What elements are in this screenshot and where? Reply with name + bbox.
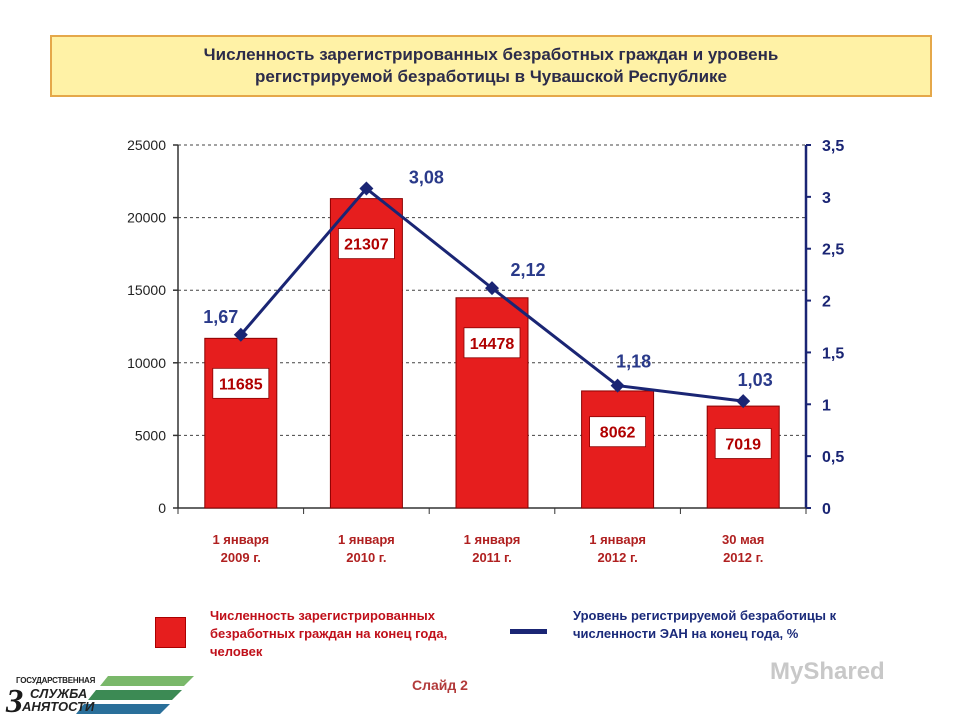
- title-line-1: Численность зарегистрированных безработн…: [203, 45, 779, 64]
- line-data-label: 3,08: [409, 168, 444, 188]
- x-tick-label: 30 мая: [722, 532, 764, 547]
- x-tick-label: 2011 г.: [472, 550, 512, 565]
- bar-label-box: [337, 228, 395, 260]
- y-right-tick-label: 1: [822, 397, 831, 414]
- bar-data-label: 21307: [344, 237, 389, 254]
- bar-data-label: 8062: [600, 425, 636, 442]
- x-tick-label: 2010 г.: [346, 550, 386, 565]
- line-data-label: 1,03: [738, 370, 773, 390]
- line-data-label: 2,12: [510, 260, 545, 280]
- bar-label-box: [463, 327, 521, 359]
- bar: [581, 390, 655, 509]
- bar-data-label: 11685: [219, 376, 263, 393]
- y-right-tick-label: 2: [822, 294, 831, 311]
- logo-letter: З: [6, 683, 24, 720]
- bar-label-box: [589, 416, 646, 448]
- x-tick-label: 1 января: [338, 532, 395, 547]
- y-left-tick-label: 15000: [127, 282, 166, 298]
- title-line-2: регистрируемой безработицы в Чувашской Р…: [254, 67, 728, 86]
- y-left-tick-label: 20000: [127, 210, 166, 226]
- logo-text-2: СЛУЖБА: [30, 686, 88, 701]
- legend-line-swatch: [510, 629, 547, 634]
- bar-label-box: [714, 428, 772, 459]
- y-left-tick-label: 10000: [127, 355, 166, 371]
- legend-bar-swatch: [155, 617, 186, 648]
- y-right-tick-label: 3: [822, 190, 831, 207]
- y-left-tick-label: 5000: [135, 427, 166, 443]
- bar-label-box: [212, 367, 270, 399]
- logo-text-3: АНЯТОСТИ: [22, 699, 95, 714]
- watermark: MyShared: [770, 658, 885, 685]
- x-tick-label: 1 января: [212, 532, 269, 547]
- legend-bar-label: Численность зарегистрированных безработн…: [210, 608, 448, 659]
- y-right-tick-label: 1,5: [822, 345, 844, 362]
- bar-data-label: 7019: [725, 437, 761, 454]
- line-point: [736, 394, 751, 409]
- line-point: [233, 327, 248, 342]
- chart-title: Численность зарегистрированных безработн…: [50, 35, 932, 97]
- x-tick-label: 2009 г.: [221, 550, 261, 565]
- chart: 0 5000 10000 15000 20000 25000 0 0,5 1 1,5 2 2,5 3 3,…: [127, 137, 844, 565]
- legend-line-label: Уровень регистрируемой безработицы к чис…: [573, 608, 837, 641]
- x-tick-label: 2012 г.: [597, 550, 637, 565]
- line-point: [610, 378, 625, 393]
- y-right-tick-label: 2,5: [822, 242, 844, 259]
- x-tick-label: 1 января: [589, 532, 646, 547]
- x-tick-label: 2012 г.: [723, 550, 763, 565]
- y-left-tick-label: 0: [158, 500, 166, 516]
- line-data-label: 1,67: [203, 307, 238, 327]
- logo-graphic: [76, 676, 194, 714]
- x-tick-label: 1 января: [464, 532, 521, 547]
- y-right-tick-label: 0,5: [822, 449, 844, 466]
- line-point: [485, 281, 499, 296]
- y-right-tick-label: 0: [822, 501, 831, 518]
- y-left-tick-label: 25000: [127, 137, 166, 153]
- y-right-tick-label: 3,5: [822, 138, 844, 155]
- line-data-label: 1,18: [616, 352, 651, 372]
- bar: [204, 337, 278, 509]
- slide-number: Слайд 2: [412, 677, 468, 693]
- bar-data-label: 14478: [470, 336, 515, 353]
- line-point: [359, 181, 374, 196]
- logo-text-1: ГОСУДАРСТВЕННАЯ: [16, 676, 96, 685]
